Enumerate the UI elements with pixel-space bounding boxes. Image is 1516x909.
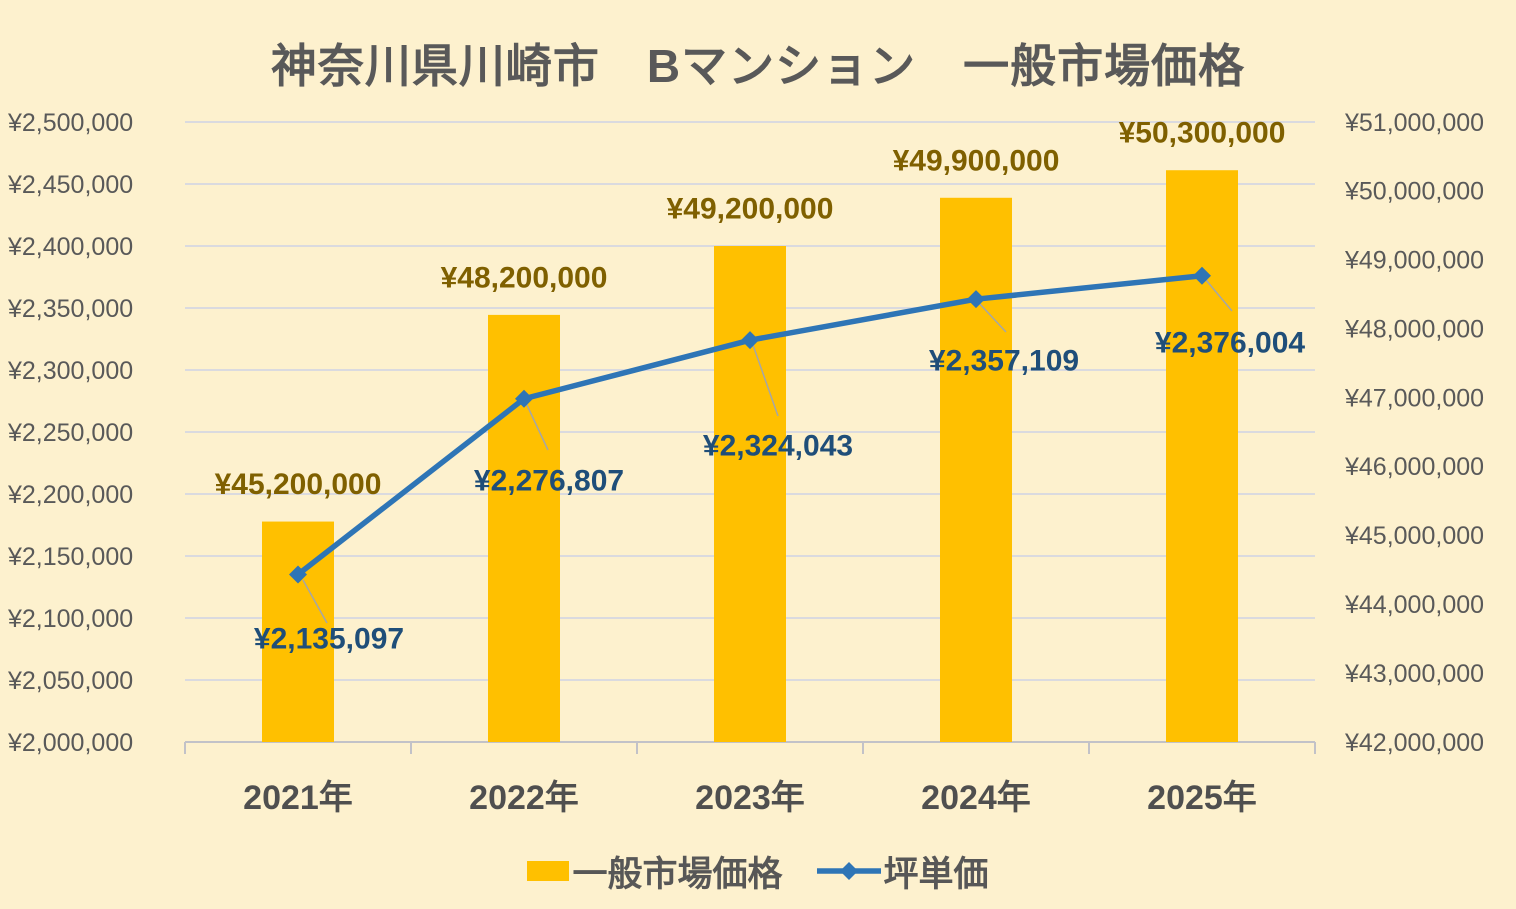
left-axis-label: ¥2,350,000 — [7, 295, 133, 323]
label-leader-line — [752, 344, 779, 417]
left-axis-label: ¥2,150,000 — [7, 543, 133, 571]
label-leader-line — [525, 402, 549, 451]
line-series-swatch-icon — [816, 862, 881, 880]
line-data-label: ¥2,135,097 — [254, 623, 404, 656]
category-label: 2024年 — [921, 779, 1031, 817]
line-data-label: ¥2,276,807 — [474, 465, 624, 498]
bar — [488, 314, 560, 742]
right-axis-label: ¥48,000,000 — [1344, 315, 1484, 343]
right-axis-label: ¥46,000,000 — [1344, 453, 1484, 481]
left-axis-label: ¥2,250,000 — [7, 419, 133, 447]
category-label: 2025年 — [1147, 779, 1257, 817]
bar — [714, 246, 786, 742]
line-marker — [1193, 266, 1211, 285]
label-leader-line — [978, 302, 1007, 333]
right-axis-label: ¥51,000,000 — [1344, 109, 1484, 137]
bar-data-label: ¥49,900,000 — [893, 144, 1060, 177]
right-axis-label: ¥47,000,000 — [1344, 384, 1484, 412]
line-marker — [289, 565, 307, 584]
left-axis-label: ¥2,100,000 — [7, 605, 133, 633]
bar-data-label: ¥45,200,000 — [215, 468, 382, 501]
bar-series-swatch-icon — [527, 861, 570, 881]
label-leader-line — [1205, 279, 1233, 312]
chart-title: 神奈川県川崎市 Bマンション 一般市場価格 — [270, 40, 1246, 92]
right-axis-label: ¥45,000,000 — [1344, 522, 1484, 550]
line-marker — [967, 290, 985, 309]
right-axis-label: ¥43,000,000 — [1344, 660, 1484, 688]
left-axis-label: ¥2,300,000 — [7, 357, 133, 385]
bar-data-label: ¥49,200,000 — [667, 193, 834, 226]
bar-data-label: ¥50,300,000 — [1119, 117, 1286, 150]
legend-item-line: 坪単価 — [816, 846, 989, 897]
category-label: 2021年 — [243, 779, 353, 817]
left-axis-label: ¥2,500,000 — [7, 109, 133, 137]
line-marker — [515, 389, 533, 408]
legend-label-line: 坪単価 — [883, 854, 989, 894]
line-data-label: ¥2,324,043 — [703, 430, 853, 463]
right-axis-label: ¥42,000,000 — [1344, 729, 1484, 757]
legend-label-bar: 一般市場価格 — [572, 854, 783, 894]
left-axis-label: ¥2,450,000 — [7, 171, 133, 199]
right-axis-label: ¥49,000,000 — [1344, 247, 1484, 275]
line-data-label: ¥2,376,004 — [1155, 327, 1305, 360]
right-axis-label: ¥44,000,000 — [1344, 591, 1484, 619]
legend: 一般市場価格 坪単価 — [0, 848, 1516, 894]
bar — [940, 197, 1012, 742]
line-marker — [741, 331, 759, 350]
line-data-label: ¥2,357,109 — [929, 345, 1079, 378]
bar-data-label: ¥48,200,000 — [441, 261, 608, 294]
left-axis-label: ¥2,000,000 — [7, 729, 133, 757]
right-axis-label: ¥50,000,000 — [1344, 178, 1484, 206]
category-label: 2023年 — [695, 779, 805, 817]
left-axis-label: ¥2,050,000 — [7, 667, 133, 695]
legend-item-bar: 一般市場価格 — [527, 846, 783, 897]
bar — [1166, 170, 1238, 742]
legend-diamond-icon — [839, 862, 858, 880]
left-axis-label: ¥2,200,000 — [7, 481, 133, 509]
left-axis-label: ¥2,400,000 — [7, 233, 133, 261]
label-leader-line — [302, 579, 328, 624]
category-label: 2022年 — [469, 779, 579, 817]
